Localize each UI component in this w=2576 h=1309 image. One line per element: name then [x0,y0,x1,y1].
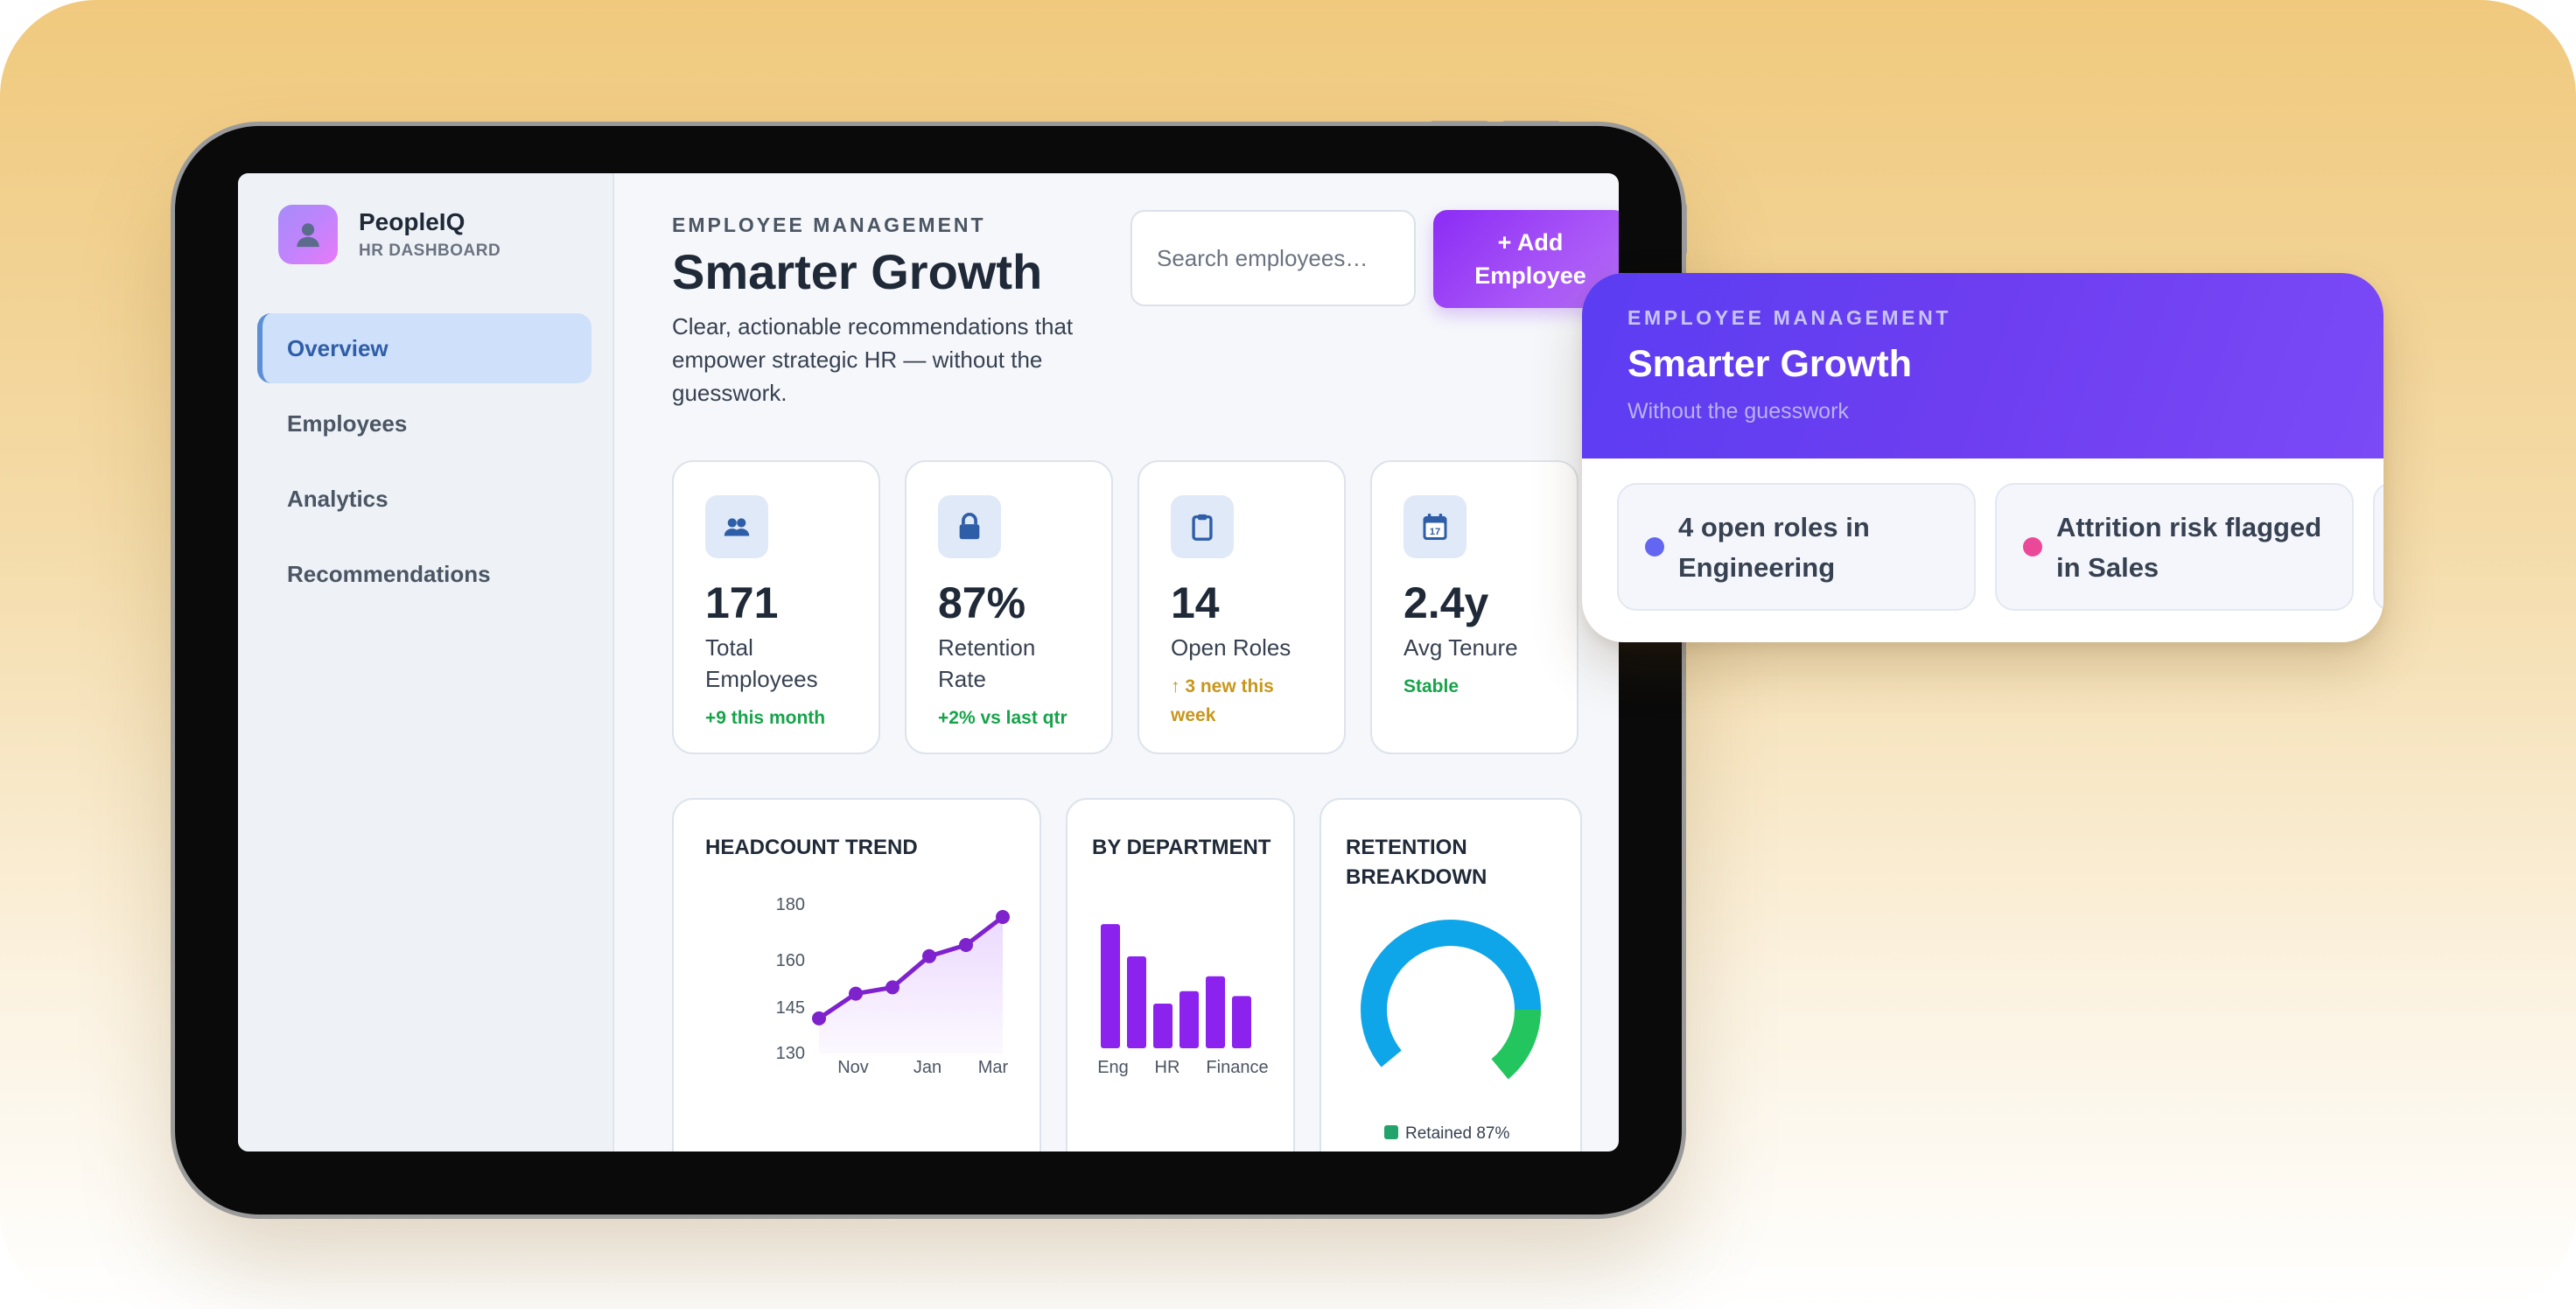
stat-value: 2.4y [1404,578,1489,627]
side-button [1680,203,1687,256]
pill-text: 4 open roles in Engineering [1678,512,1870,583]
brand-name: PeopleIQ [359,208,466,235]
insight-pill-attrition[interactable]: Attrition risk flagged in Sales [1995,483,2354,611]
x-tick-label: HR [1155,1058,1180,1077]
x-tick-label: Jan [914,1058,942,1077]
bar [1101,924,1120,1048]
y-tick-label: 145 [776,998,805,1018]
sidebar-item-analytics[interactable]: Analytics [257,464,592,534]
stat-value: 87% [938,578,1026,627]
pill-text: Attrition risk flagged in Sales [2056,512,2322,583]
search-input[interactable]: Search employees… [1130,210,1416,306]
department-bar-chart: Eng HR Finance [1097,924,1269,1077]
bar [1127,956,1146,1048]
popup-header: EMPLOYEE MANAGEMENT Smarter Growth Witho… [1582,273,2384,458]
chart-title: HEADCOUNT TREND [705,836,918,859]
line-area [819,917,1003,1054]
bar [1206,976,1225,1048]
add-employee-label: + Add Employee [1474,229,1586,289]
y-tick-label: 180 [776,895,805,914]
stat-label: Avg Tenure [1404,634,1518,661]
stat-label: Open Roles [1171,634,1292,661]
series-line [817,915,1004,1020]
add-employee-button[interactable]: + Add Employee [1433,210,1619,308]
calendar-icon: 17 [1404,495,1466,558]
legend-label: Retained 87% [1405,1124,1509,1143]
data-point [812,1011,826,1026]
user-icon [278,205,338,264]
y-tick-label: 130 [776,1044,805,1063]
main-content: EMPLOYEE MANAGEMENT Smarter Growth Clear… [614,173,1619,1152]
brand-subtitle: HR DASHBOARD [359,242,501,260]
stat-label: Retention Rate [938,634,1036,692]
stat-value: 14 [1171,578,1220,627]
bar [1232,996,1251,1048]
x-tick-label: Mar [978,1058,1009,1077]
volume-button [1502,121,1561,128]
insight-popup-card[interactable]: EMPLOYEE MANAGEMENT Smarter Growth Witho… [1582,273,2384,642]
popup-title: Smarter Growth [1628,343,1912,385]
donut-slice [1361,920,1541,1100]
insight-pill-partial [2373,483,2384,611]
headcount-line-chart: 180 160 145 130 Nov Jan Mar [776,895,1010,1077]
search-placeholder: Search employees… [1157,244,1368,271]
x-tick-label: Eng [1097,1058,1129,1077]
stat-delta: Stable [1404,676,1460,696]
stat-card-avg-tenure[interactable]: 17 2.4y Avg Tenure Stable [1370,460,1578,754]
retention-breakdown-card: RETENTION BREAKDOWN Retained 87% [1320,798,1582,1152]
stat-label: Total Employees [705,634,818,692]
insight-pill-open-roles[interactable]: 4 open roles in Engineering [1617,483,1976,611]
headcount-trend-card: HEADCOUNT TREND 180 160 145 130 Nov Jan Mar [672,798,1041,1152]
popup-eyebrow: EMPLOYEE MANAGEMENT [1628,306,1951,329]
bar [1153,1003,1172,1048]
sidebar-item-label: Analytics [287,485,388,512]
users-icon [705,495,768,558]
brand: PeopleIQ HR DASHBOARD [278,205,592,264]
retention-donut-chart: Retained 87% [1361,920,1541,1143]
x-tick-label: Nov [837,1058,869,1077]
stat-delta: +2% vs last qtr [938,708,1068,728]
popup-subtitle: Without the guesswork [1628,399,1849,424]
chart-title: BY DEPARTMENT [1092,836,1271,859]
data-point [922,948,936,963]
page-description: Clear, actionable recommendations that e… [672,313,1074,406]
volume-button [1430,121,1489,128]
sidebar-item-label: Overview [287,334,388,361]
page-eyebrow: EMPLOYEE MANAGEMENT [672,214,986,236]
svg-text:17: 17 [1430,527,1441,537]
stat-delta: +9 this month [705,708,826,728]
sidebar-item-label: Recommendations [287,560,491,587]
stat-delta: ↑ 3 new this week [1171,676,1274,725]
status-dot [1645,537,1664,556]
chart-title: RETENTION BREAKDOWN [1346,836,1488,889]
page-title: Smarter Growth [672,244,1043,299]
sidebar-item-recommendations[interactable]: Recommendations [257,539,592,609]
data-point [886,980,900,995]
x-tick-label: Finance [1206,1058,1268,1077]
data-point [996,910,1010,924]
status-dot [2023,537,2042,556]
sidebar: PeopleIQ HR DASHBOARD Overview Employees… [238,173,614,1152]
clipboard-icon [1171,495,1234,558]
bar [1180,990,1199,1048]
stat-value: 171 [705,578,779,627]
data-point [959,938,973,952]
stat-card-open-roles[interactable]: 14 Open Roles ↑ 3 new this week [1138,460,1346,754]
sidebar-item-employees[interactable]: Employees [257,388,592,458]
app-screen: PeopleIQ HR DASHBOARD Overview Employees… [238,173,1619,1152]
stat-card-total-employees[interactable]: 171 Total Employees +9 this month [672,460,880,754]
legend-swatch [1384,1125,1398,1139]
y-tick-label: 160 [776,951,805,970]
lock-icon [938,495,1001,558]
sidebar-item-label: Employees [287,410,408,437]
sidebar-item-overview[interactable]: Overview [257,313,592,383]
data-point [849,986,863,1001]
by-department-card: BY DEPARTMENT Eng HR Finance [1066,798,1295,1152]
stat-card-retention-rate[interactable]: 87% Retention Rate +2% vs last qtr [905,460,1113,754]
